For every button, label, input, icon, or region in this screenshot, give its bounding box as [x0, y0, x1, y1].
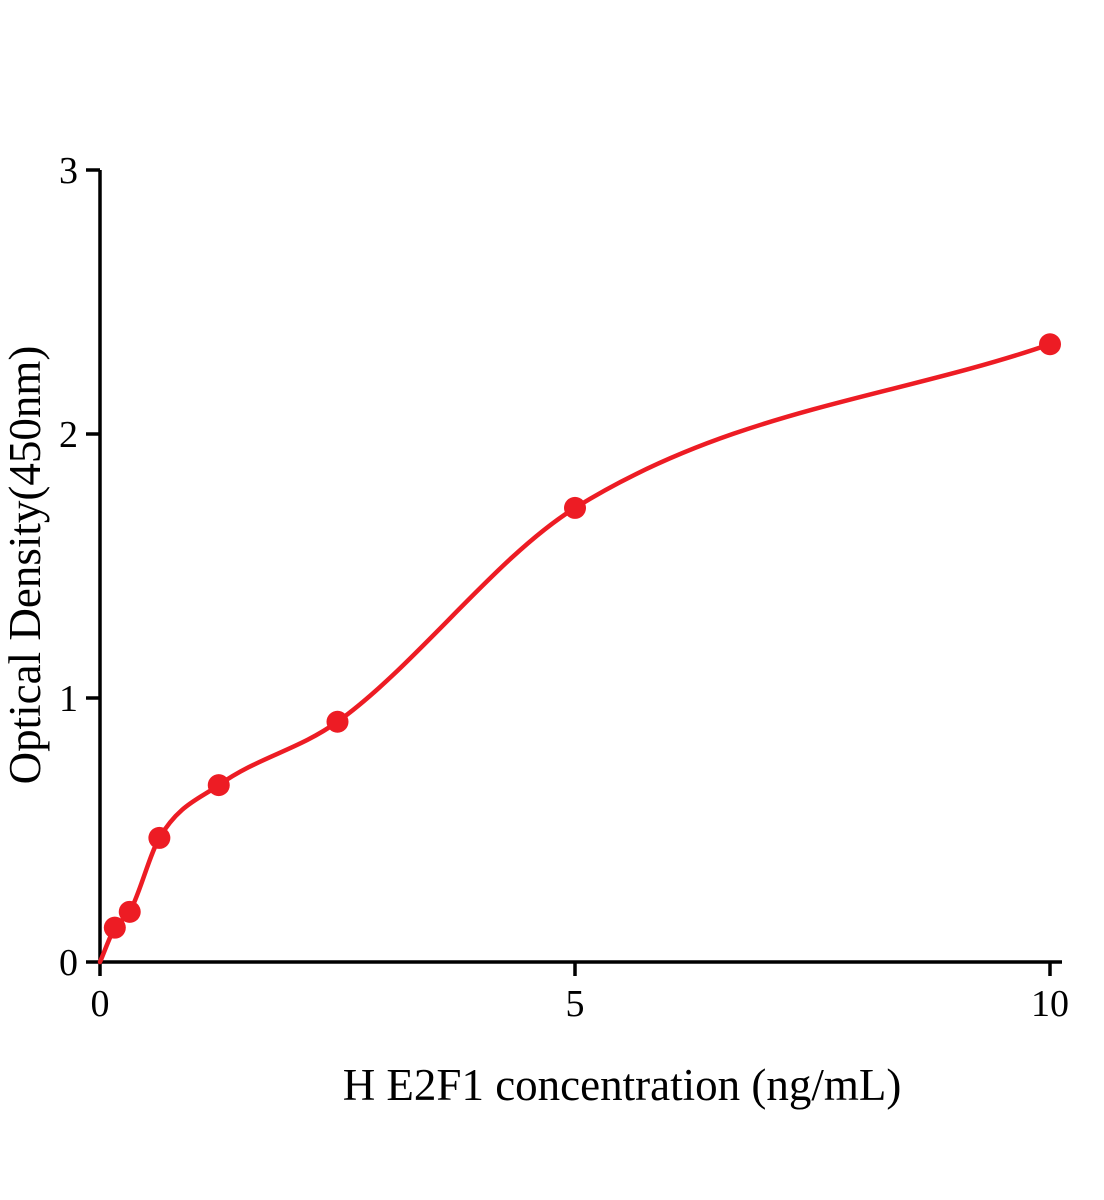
data-point	[207, 774, 230, 797]
y-tick-label: 2	[59, 414, 78, 456]
y-axis-title: Optical Density(450nm)	[0, 346, 50, 785]
x-axis-title: H E2F1 concentration (ng/mL)	[343, 1060, 902, 1110]
data-point	[148, 826, 171, 849]
data-point	[564, 496, 586, 519]
y-tick-label: 3	[59, 150, 78, 192]
y-tick-label: 0	[59, 942, 78, 984]
x-tick-label: 0	[91, 983, 110, 1025]
data-point	[1039, 333, 1061, 356]
x-tick-label: 5	[566, 983, 585, 1025]
data-point	[326, 710, 349, 733]
plot-area: 0 1 2 3 0 5 10	[59, 150, 1069, 1025]
data-point	[118, 900, 141, 923]
fit-curve	[97, 341, 1053, 965]
data-point	[103, 916, 126, 939]
x-tick-label: 10	[1031, 983, 1069, 1025]
y-tick-label: 1	[59, 678, 78, 720]
